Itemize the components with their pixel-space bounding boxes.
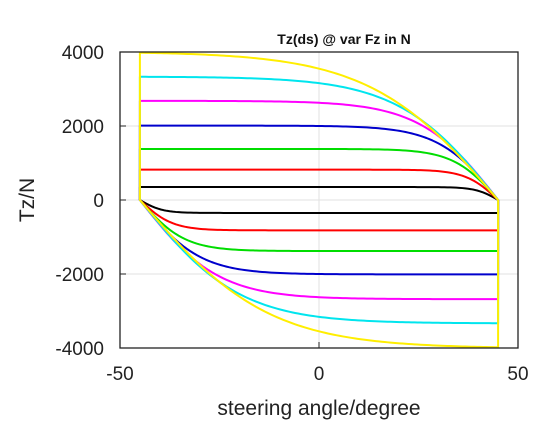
y-axis-label: Tz/N [16,178,39,222]
axis-ticks [119,51,519,349]
y-tick-label: -2000 [55,265,104,286]
x-tick-label: 0 [314,364,325,385]
y-tick-label: 4000 [62,43,104,64]
series-line [138,51,500,349]
series-group [138,51,500,349]
y-tick-label: -4000 [55,339,104,360]
y-tick-label: 2000 [62,117,104,138]
x-tick-label: 50 [507,364,528,385]
chart-title: Tz(ds) @ var Fz in N [277,31,410,47]
x-axis-label: steering angle/degree [217,397,420,420]
y-tick-label: 0 [93,191,104,212]
x-tick-label: -50 [106,364,133,385]
